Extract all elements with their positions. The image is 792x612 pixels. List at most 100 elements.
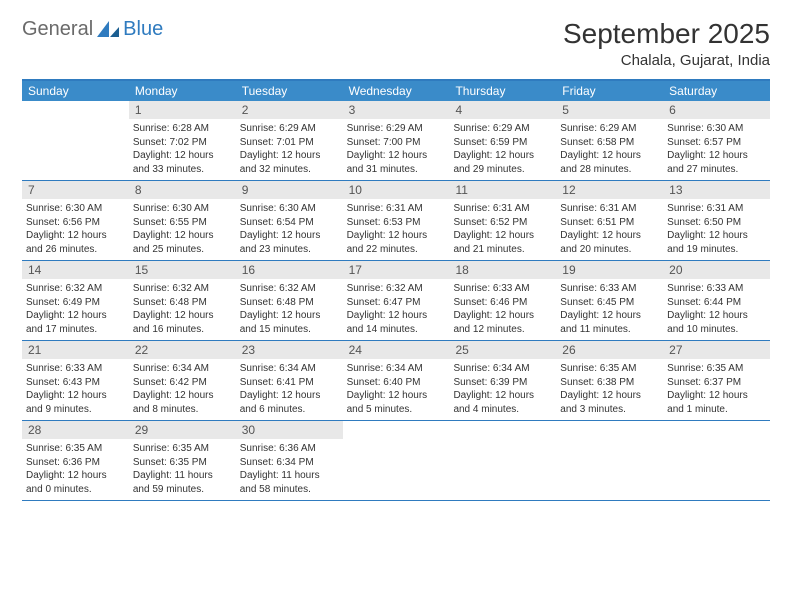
sunrise-text: Sunrise: 6:31 AM: [667, 202, 766, 216]
day-cell: 5Sunrise: 6:29 AMSunset: 6:58 PMDaylight…: [556, 101, 663, 180]
day-body: Sunrise: 6:34 AMSunset: 6:42 PMDaylight:…: [129, 359, 236, 420]
sunrise-text: Sunrise: 6:31 AM: [347, 202, 446, 216]
dow-thursday: Thursday: [449, 81, 556, 101]
day-number: 14: [22, 261, 129, 279]
sunrise-text: Sunrise: 6:34 AM: [133, 362, 232, 376]
day-number: 3: [343, 101, 450, 119]
day-number: 19: [556, 261, 663, 279]
day-number: 1: [129, 101, 236, 119]
daylight-text: Daylight: 12 hours and 16 minutes.: [133, 309, 232, 336]
week-row: 1Sunrise: 6:28 AMSunset: 7:02 PMDaylight…: [22, 101, 770, 181]
sunset-text: Sunset: 6:42 PM: [133, 376, 232, 390]
day-body: Sunrise: 6:31 AMSunset: 6:50 PMDaylight:…: [663, 199, 770, 260]
sunset-text: Sunset: 6:44 PM: [667, 296, 766, 310]
day-number: 15: [129, 261, 236, 279]
sunrise-text: Sunrise: 6:35 AM: [560, 362, 659, 376]
day-number: 16: [236, 261, 343, 279]
daylight-text: Daylight: 12 hours and 9 minutes.: [26, 389, 125, 416]
day-number: 10: [343, 181, 450, 199]
day-cell: 1Sunrise: 6:28 AMSunset: 7:02 PMDaylight…: [129, 101, 236, 180]
day-body: Sunrise: 6:33 AMSunset: 6:44 PMDaylight:…: [663, 279, 770, 340]
day-cell: 18Sunrise: 6:33 AMSunset: 6:46 PMDayligh…: [449, 261, 556, 340]
calendar: Sunday Monday Tuesday Wednesday Thursday…: [22, 79, 770, 501]
day-body: Sunrise: 6:32 AMSunset: 6:47 PMDaylight:…: [343, 279, 450, 340]
daylight-text: Daylight: 12 hours and 22 minutes.: [347, 229, 446, 256]
sunset-text: Sunset: 6:57 PM: [667, 136, 766, 150]
daylight-text: Daylight: 12 hours and 27 minutes.: [667, 149, 766, 176]
logo: General Blue: [22, 18, 163, 41]
sunrise-text: Sunrise: 6:35 AM: [26, 442, 125, 456]
sunrise-text: Sunrise: 6:32 AM: [26, 282, 125, 296]
sunrise-text: Sunrise: 6:35 AM: [133, 442, 232, 456]
day-number: 17: [343, 261, 450, 279]
day-number: 4: [449, 101, 556, 119]
day-body: Sunrise: 6:35 AMSunset: 6:36 PMDaylight:…: [22, 439, 129, 500]
day-cell: 19Sunrise: 6:33 AMSunset: 6:45 PMDayligh…: [556, 261, 663, 340]
daylight-text: Daylight: 12 hours and 33 minutes.: [133, 149, 232, 176]
day-number: 7: [22, 181, 129, 199]
sunrise-text: Sunrise: 6:34 AM: [453, 362, 552, 376]
daylight-text: Daylight: 12 hours and 29 minutes.: [453, 149, 552, 176]
dow-tuesday: Tuesday: [236, 81, 343, 101]
day-body: Sunrise: 6:29 AMSunset: 6:59 PMDaylight:…: [449, 119, 556, 180]
day-cell: [663, 421, 770, 500]
day-number: 13: [663, 181, 770, 199]
daylight-text: Daylight: 12 hours and 1 minute.: [667, 389, 766, 416]
day-body: Sunrise: 6:33 AMSunset: 6:45 PMDaylight:…: [556, 279, 663, 340]
day-number: 27: [663, 341, 770, 359]
sunset-text: Sunset: 6:40 PM: [347, 376, 446, 390]
day-cell: 12Sunrise: 6:31 AMSunset: 6:51 PMDayligh…: [556, 181, 663, 260]
day-cell: 14Sunrise: 6:32 AMSunset: 6:49 PMDayligh…: [22, 261, 129, 340]
daylight-text: Daylight: 12 hours and 17 minutes.: [26, 309, 125, 336]
daylight-text: Daylight: 12 hours and 14 minutes.: [347, 309, 446, 336]
day-cell: 13Sunrise: 6:31 AMSunset: 6:50 PMDayligh…: [663, 181, 770, 260]
sunset-text: Sunset: 6:38 PM: [560, 376, 659, 390]
sunset-text: Sunset: 6:46 PM: [453, 296, 552, 310]
day-cell: 28Sunrise: 6:35 AMSunset: 6:36 PMDayligh…: [22, 421, 129, 500]
sunset-text: Sunset: 6:54 PM: [240, 216, 339, 230]
day-number: 11: [449, 181, 556, 199]
sunrise-text: Sunrise: 6:34 AM: [240, 362, 339, 376]
sunset-text: Sunset: 6:56 PM: [26, 216, 125, 230]
daylight-text: Daylight: 12 hours and 23 minutes.: [240, 229, 339, 256]
sunrise-text: Sunrise: 6:31 AM: [453, 202, 552, 216]
header: General Blue September 2025 Chalala, Guj…: [22, 18, 770, 69]
daylight-text: Daylight: 12 hours and 3 minutes.: [560, 389, 659, 416]
sunset-text: Sunset: 6:59 PM: [453, 136, 552, 150]
day-number: [663, 421, 770, 439]
day-body: Sunrise: 6:29 AMSunset: 7:00 PMDaylight:…: [343, 119, 450, 180]
sunrise-text: Sunrise: 6:32 AM: [347, 282, 446, 296]
sunrise-text: Sunrise: 6:32 AM: [133, 282, 232, 296]
daylight-text: Daylight: 12 hours and 25 minutes.: [133, 229, 232, 256]
day-cell: [556, 421, 663, 500]
day-number: 5: [556, 101, 663, 119]
day-body: Sunrise: 6:30 AMSunset: 6:56 PMDaylight:…: [22, 199, 129, 260]
day-cell: 22Sunrise: 6:34 AMSunset: 6:42 PMDayligh…: [129, 341, 236, 420]
dow-saturday: Saturday: [663, 81, 770, 101]
day-body: Sunrise: 6:36 AMSunset: 6:34 PMDaylight:…: [236, 439, 343, 500]
daylight-text: Daylight: 12 hours and 8 minutes.: [133, 389, 232, 416]
day-number: 28: [22, 421, 129, 439]
day-number: 22: [129, 341, 236, 359]
day-cell: 8Sunrise: 6:30 AMSunset: 6:55 PMDaylight…: [129, 181, 236, 260]
week-row: 21Sunrise: 6:33 AMSunset: 6:43 PMDayligh…: [22, 341, 770, 421]
day-number: [449, 421, 556, 439]
sunrise-text: Sunrise: 6:30 AM: [133, 202, 232, 216]
month-title: September 2025: [563, 18, 770, 50]
location-label: Chalala, Gujarat, India: [563, 52, 770, 69]
sunset-text: Sunset: 6:55 PM: [133, 216, 232, 230]
day-cell: 20Sunrise: 6:33 AMSunset: 6:44 PMDayligh…: [663, 261, 770, 340]
day-cell: 11Sunrise: 6:31 AMSunset: 6:52 PMDayligh…: [449, 181, 556, 260]
day-number: 30: [236, 421, 343, 439]
day-cell: 26Sunrise: 6:35 AMSunset: 6:38 PMDayligh…: [556, 341, 663, 420]
day-body: Sunrise: 6:31 AMSunset: 6:52 PMDaylight:…: [449, 199, 556, 260]
sunrise-text: Sunrise: 6:30 AM: [26, 202, 125, 216]
day-number: [556, 421, 663, 439]
sunset-text: Sunset: 6:41 PM: [240, 376, 339, 390]
day-cell: 3Sunrise: 6:29 AMSunset: 7:00 PMDaylight…: [343, 101, 450, 180]
sunrise-text: Sunrise: 6:33 AM: [26, 362, 125, 376]
day-body: Sunrise: 6:30 AMSunset: 6:55 PMDaylight:…: [129, 199, 236, 260]
day-body: Sunrise: 6:31 AMSunset: 6:53 PMDaylight:…: [343, 199, 450, 260]
sunrise-text: Sunrise: 6:36 AM: [240, 442, 339, 456]
day-cell: 4Sunrise: 6:29 AMSunset: 6:59 PMDaylight…: [449, 101, 556, 180]
